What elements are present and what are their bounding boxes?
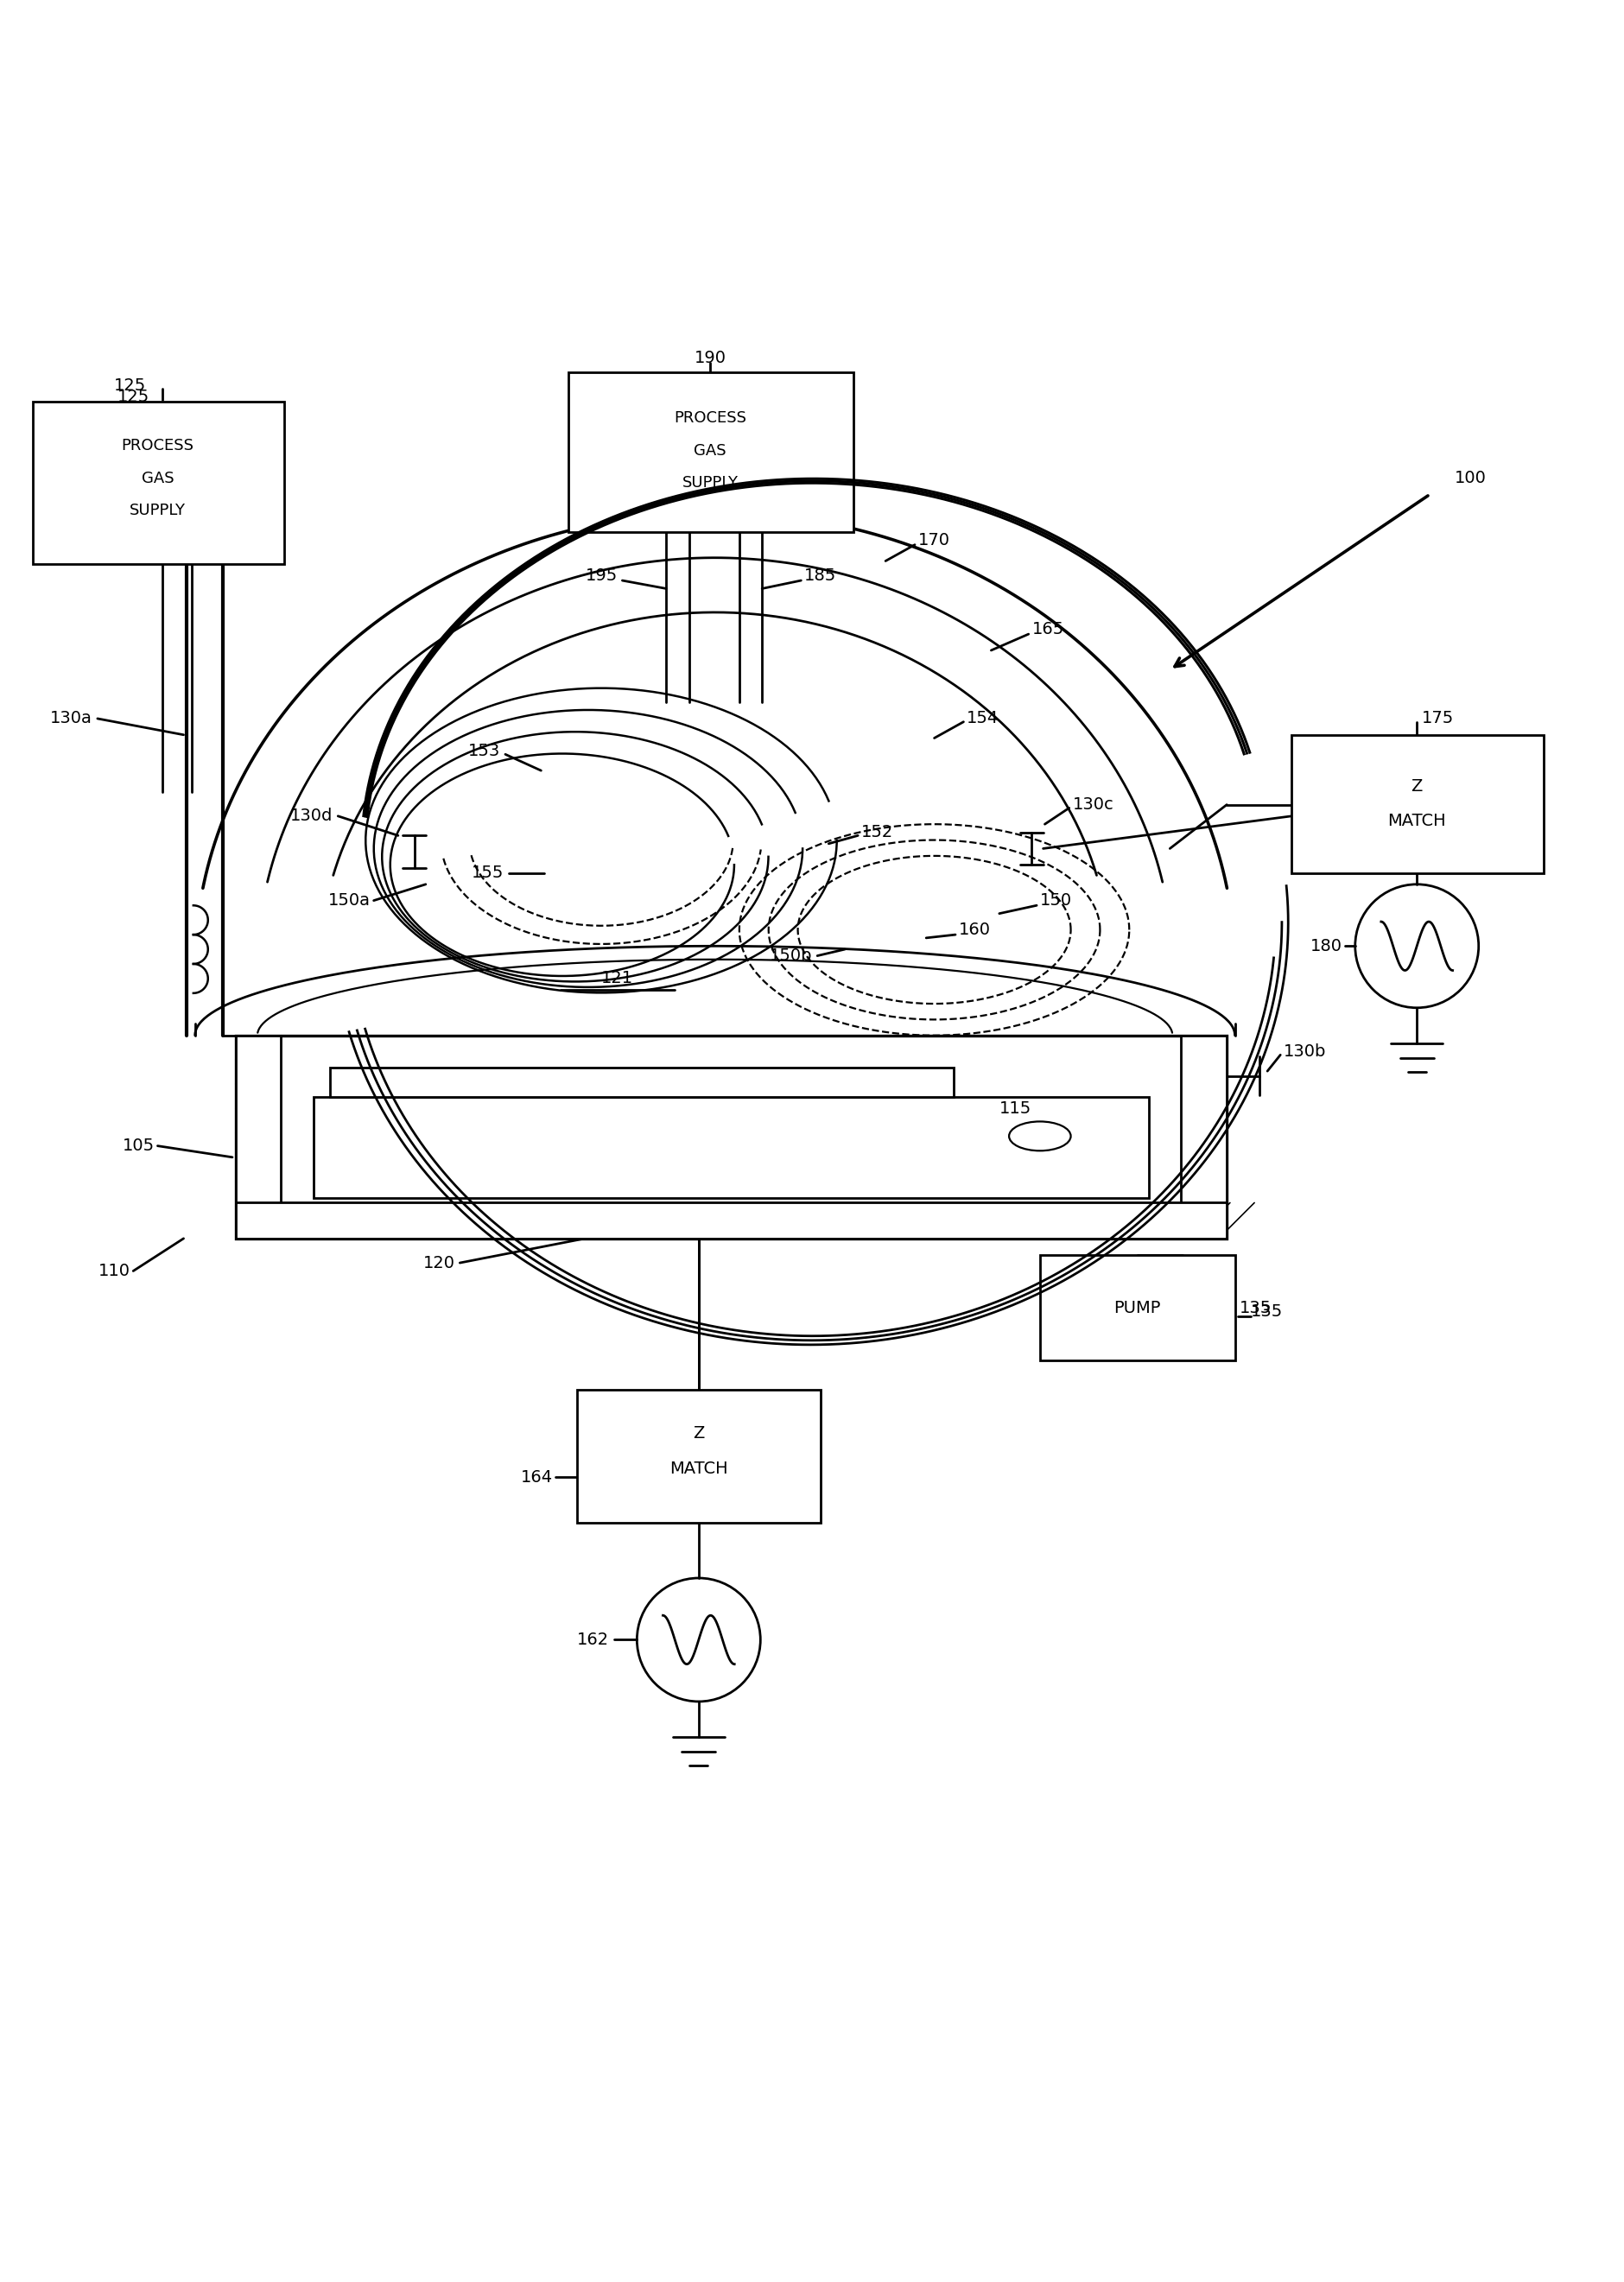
Text: 135: 135 [1239,1301,1272,1317]
Text: 100: 100 [1453,470,1486,486]
Text: 130c: 130c [1072,796,1112,812]
Text: 162: 162 [577,1632,609,1648]
Text: 165: 165 [1031,621,1064,637]
Text: 121: 121 [601,970,633,986]
Text: 153: 153 [468,744,500,760]
Text: Z: Z [1410,778,1423,794]
Bar [235,1036,1226,1239]
Text: MATCH: MATCH [669,1460,728,1476]
Bar [1039,1255,1234,1360]
Bar [1181,1036,1226,1239]
Text: 154: 154 [966,710,999,726]
Text: SUPPLY: SUPPLY [130,502,185,518]
Text: PUMP: PUMP [1114,1301,1160,1317]
Bar [313,1098,1148,1198]
Text: 152: 152 [861,824,893,840]
Text: 130d: 130d [291,808,333,824]
Text: 125: 125 [114,377,146,395]
Text: 105: 105 [122,1139,154,1155]
Text: 150b: 150b [770,947,812,963]
Text: 175: 175 [1421,710,1453,726]
Text: 125: 125 [117,388,149,406]
Text: 115: 115 [999,1100,1031,1116]
Text: 160: 160 [958,922,991,938]
Bar [235,1203,1226,1239]
Text: 155: 155 [471,865,503,881]
Text: 185: 185 [804,568,836,584]
Bar [1291,735,1543,874]
Text: PROCESS: PROCESS [122,438,193,454]
Text: 170: 170 [918,532,950,548]
Text: MATCH: MATCH [1387,812,1445,828]
Text: 130a: 130a [50,710,93,726]
Text: 135: 135 [1250,1303,1283,1319]
Text: Z: Z [692,1426,705,1442]
Text: GAS: GAS [141,470,174,486]
Bar [568,372,853,532]
Text: GAS: GAS [693,443,726,459]
Text: 180: 180 [1309,938,1341,954]
Bar [32,402,284,564]
Bar [330,1068,953,1098]
Bar [577,1390,820,1522]
Text: 150a: 150a [328,892,370,908]
Text: 150: 150 [1039,892,1072,908]
Text: 164: 164 [520,1470,552,1486]
Text: 190: 190 [693,349,726,365]
Text: 110: 110 [97,1262,130,1280]
Text: 120: 120 [422,1255,455,1271]
Text: 130b: 130b [1283,1043,1325,1059]
Text: SUPPLY: SUPPLY [682,475,737,491]
Text: 195: 195 [585,568,617,584]
Text: PROCESS: PROCESS [674,411,745,427]
Bar [235,1036,281,1239]
